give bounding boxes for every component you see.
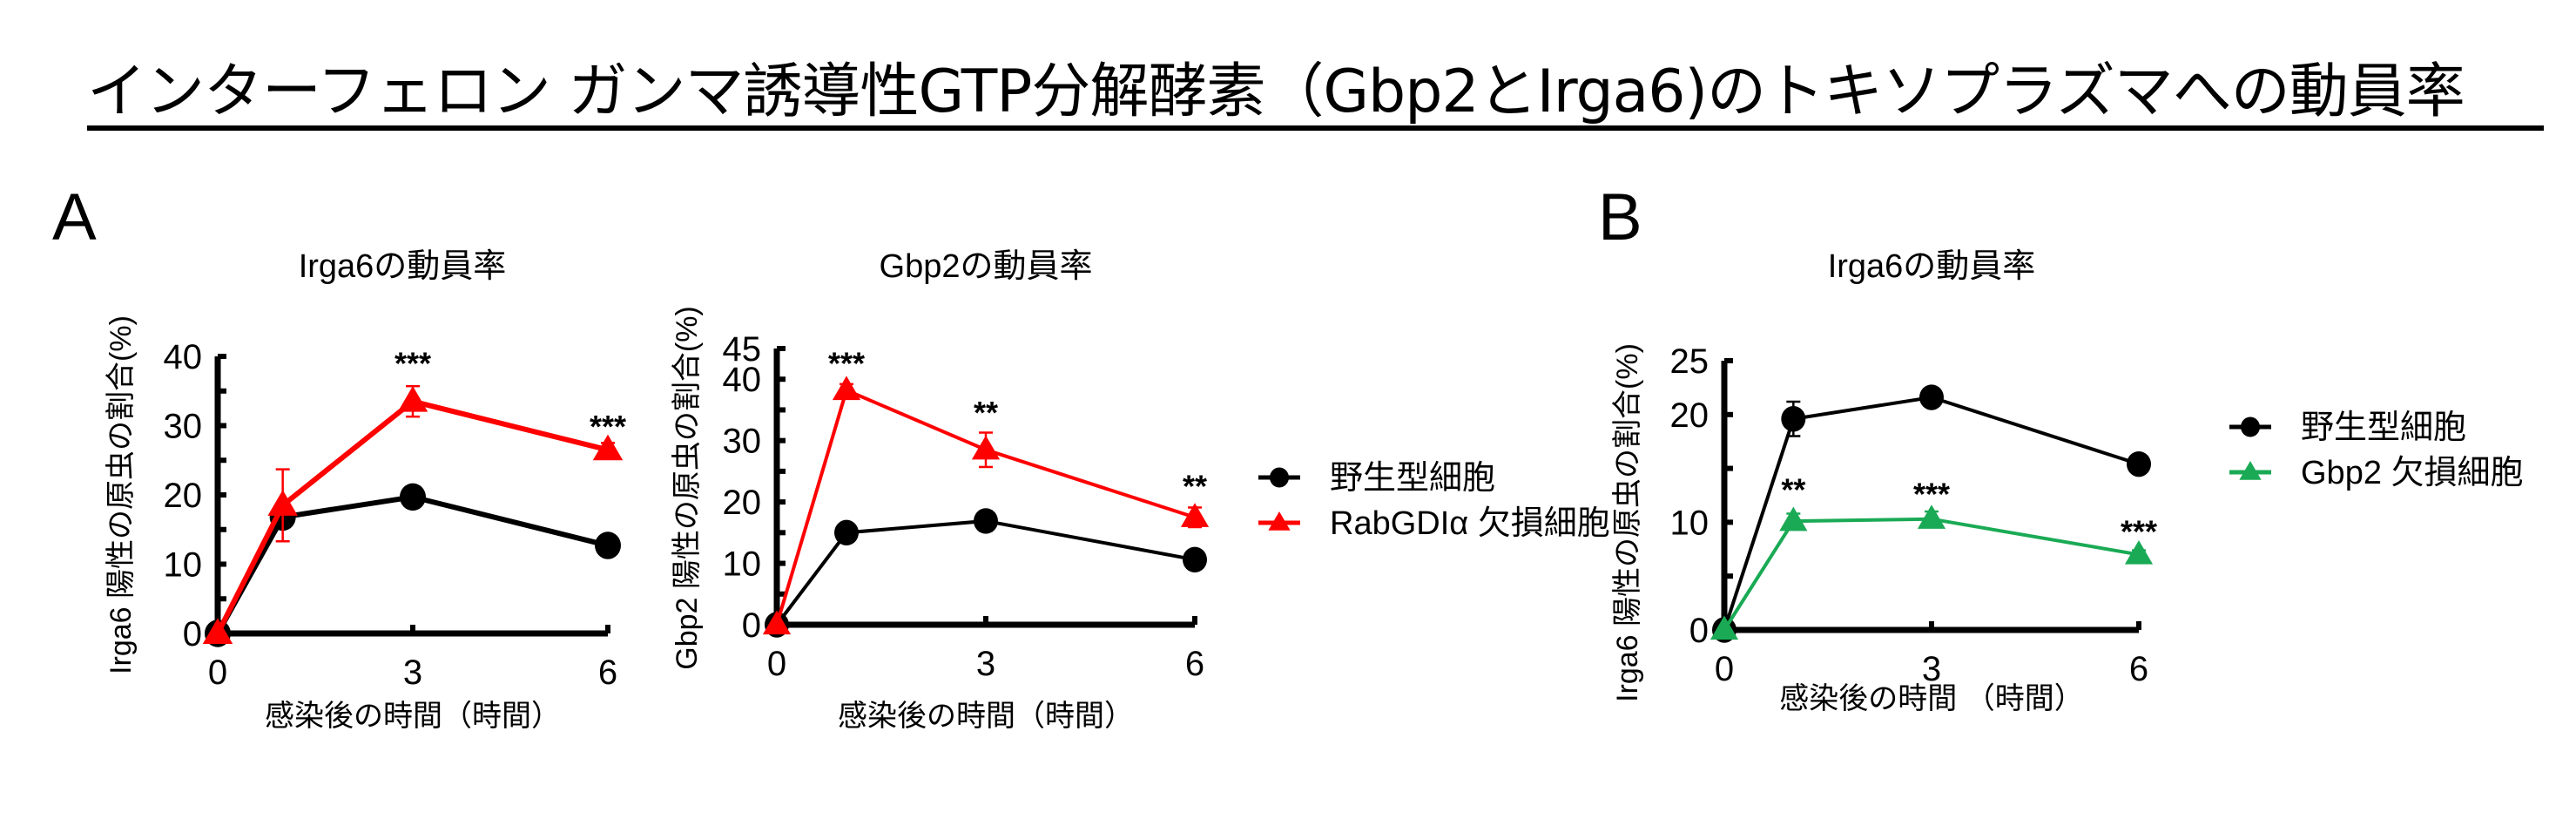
chart-title: Gbp2の動員率 (880, 248, 1093, 285)
y-tick-label: 10 (164, 546, 203, 585)
x-axis-label: 感染後の時間 （時間） (1779, 682, 2083, 715)
panel-label-a: A (52, 180, 97, 254)
triangle-marker-icon (1779, 506, 1808, 531)
triangle-marker-icon (1180, 503, 1210, 527)
x-tick-label: 3 (976, 645, 995, 683)
y-tick-label: 0 (183, 615, 202, 653)
y-axis-label: Irga6 陽性の原虫の割合(%) (1611, 343, 1644, 702)
significance-mark: ** (1183, 469, 1207, 504)
triangle-marker-icon (202, 618, 233, 644)
circle-marker-icon (1183, 546, 1207, 573)
legend-label: Gbp2 欠損細胞 (2301, 455, 2524, 491)
legend-circle-icon (2241, 416, 2260, 437)
significance-mark: *** (1913, 476, 1950, 511)
legend-panel-a: 野生型細胞 RabGDIα 欠損細胞 (1258, 460, 1610, 542)
y-tick-label: 20 (1670, 396, 1709, 435)
triangle-marker-icon (592, 434, 624, 461)
x-tick-label: 0 (1715, 650, 1734, 688)
triangle-marker-icon (832, 376, 861, 401)
significance-mark: ** (974, 395, 998, 430)
triangle-marker-icon (2124, 539, 2154, 565)
series-line (775, 388, 1196, 626)
y-tick-label: 30 (723, 423, 762, 461)
triangle-marker-icon (1917, 504, 1946, 529)
legend-triangle-icon (1268, 511, 1291, 531)
significance-mark: *** (828, 346, 865, 382)
series-line (1723, 395, 2140, 631)
circle-marker-icon (595, 531, 621, 559)
x-tick-label: 0 (208, 653, 227, 692)
circle-marker-icon (834, 519, 859, 546)
y-tick-label: 10 (1670, 504, 1709, 542)
significance-mark: *** (2121, 514, 2157, 550)
x-tick-label: 3 (403, 653, 422, 692)
circle-marker-icon (400, 483, 426, 511)
legend-triangle-icon (2239, 461, 2262, 480)
y-tick-label: 45 (723, 330, 762, 369)
y-tick-label: 0 (1689, 612, 1709, 650)
x-tick-label: 0 (767, 645, 786, 683)
series-line (215, 494, 609, 635)
chart-irga6-recruitment-b: Irga6の動員率 Irga6 陽性の原虫の割合(%) 感染後の時間 （時間） 0 10… (1611, 248, 2157, 715)
legend-circle-icon (1270, 467, 1289, 488)
circle-marker-icon (974, 508, 998, 534)
legend-label: RabGDIα 欠損細胞 (1330, 505, 1610, 542)
x-tick-label: 6 (2129, 650, 2148, 688)
series-line (775, 518, 1196, 626)
y-axis-label: Irga6 陽性の原虫の割合(%) (105, 315, 138, 674)
legend-label: 野生型細胞 (1330, 460, 1495, 497)
series-line (215, 398, 609, 635)
y-tick-label: 20 (164, 477, 203, 515)
chart-gbp2-recruitment-a: Gbp2の動員率 Gbp2 陽性の原虫の割合(%) 感染後の時間（時間） 0 10 20 3… (671, 248, 1210, 733)
series-line (1723, 517, 2140, 632)
significance-mark: *** (590, 409, 626, 444)
significance-mark: *** (394, 346, 431, 382)
y-tick-label: 25 (1670, 342, 1709, 381)
y-tick-label: 40 (723, 361, 762, 399)
significance-mark: ** (1781, 471, 1805, 507)
chart-title: Irga6の動員率 (1828, 248, 2036, 285)
x-axis-label: 感染後の時間（時間） (265, 700, 561, 733)
triangle-marker-icon (267, 490, 298, 516)
panel-label-b: B (1598, 180, 1642, 254)
y-tick-label: 0 (742, 606, 761, 645)
triangle-marker-icon (762, 610, 792, 635)
circle-marker-icon (1781, 406, 1806, 432)
circle-marker-icon (1919, 384, 1944, 410)
triangle-marker-icon (1709, 615, 1739, 640)
x-tick-label: 6 (598, 653, 617, 692)
x-axis-label: 感染後の時間（時間） (838, 700, 1134, 733)
y-axis-label: Gbp2 陽性の原虫の割合(%) (671, 306, 704, 670)
legend-label: 野生型細胞 (2301, 410, 2466, 446)
y-tick-label: 20 (723, 484, 762, 522)
legend-panel-b: 野生型細胞 Gbp2 欠損細胞 (2229, 410, 2524, 491)
chart-title: Irga6の動員率 (299, 248, 507, 285)
figure-title: インターフェロン ガンマ誘導性GTP分解酵素（Gbp2とIrga6)のトキソプラ… (87, 54, 2544, 131)
x-tick-label: 6 (1185, 645, 1204, 683)
y-tick-label: 40 (164, 338, 203, 376)
triangle-marker-icon (971, 435, 1001, 460)
y-tick-label: 30 (164, 408, 203, 446)
y-tick-label: 10 (723, 545, 762, 584)
x-tick-label: 3 (1922, 650, 1941, 688)
triangle-marker-icon (397, 386, 428, 412)
circle-marker-icon (2127, 450, 2151, 477)
chart-irga6-recruitment-a: Irga6の動員率 Irga6 陽性の原虫の割合(%) 感染後の時間（時間） 0 10 2… (105, 248, 626, 733)
